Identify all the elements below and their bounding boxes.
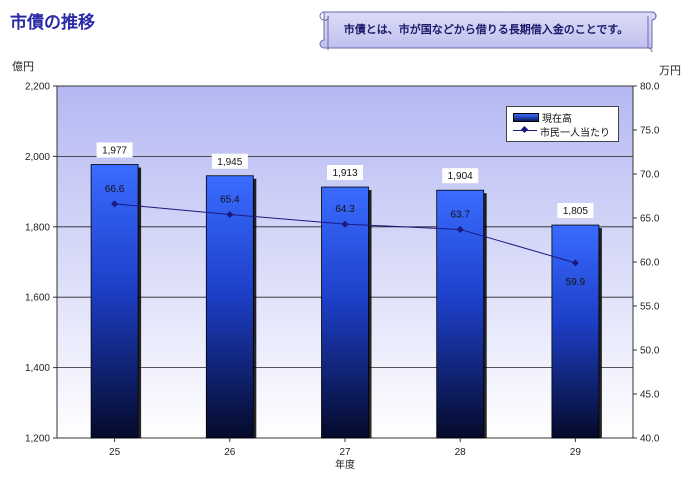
left-tick-label: 1,200 — [25, 434, 50, 445]
line-data-label: 64.3 — [335, 204, 355, 215]
line-data-label: 66.6 — [105, 184, 125, 195]
line-point — [341, 220, 349, 228]
line-point — [226, 210, 234, 219]
x-tick-label: 29 — [570, 447, 582, 458]
right-tick-label: 75.0 — [640, 126, 660, 137]
right-tick-label: 80.0 — [640, 82, 660, 93]
left-tick-label: 1,800 — [25, 222, 50, 233]
line-point — [571, 259, 579, 267]
right-tick-label: 65.0 — [640, 214, 660, 225]
legend-item-line: 市民一人当たり — [513, 124, 610, 139]
bar-data-label: 1,945 — [217, 157, 242, 168]
left-tick-label: 2,200 — [25, 82, 50, 93]
left-axis-unit: 億円 — [12, 60, 34, 73]
legend-item-bar: 現在高 — [513, 110, 572, 125]
bar-label-bg — [442, 168, 479, 184]
banner-text: 市債とは、市が国などから借りる長期借入金のことです。 — [343, 23, 629, 36]
page-title: 市債の推移 — [10, 13, 95, 33]
right-tick-label: 45.0 — [640, 390, 660, 401]
bar-data-label: 1,904 — [448, 171, 473, 182]
bar-data-label: 1,805 — [563, 206, 588, 217]
line-point — [456, 225, 464, 233]
legend-line-swatch — [513, 126, 537, 136]
line-data-label: 65.4 — [220, 194, 240, 205]
right-tick-label: 70.0 — [640, 170, 660, 181]
right-axis-unit: 万円 — [659, 64, 681, 77]
axis-ticks: 1,200 1,400 1,600 1,800 2,000 2,200 40.0 45.0 50… — [25, 82, 660, 459]
line-point — [111, 200, 119, 208]
x-tick-label: 25 — [109, 447, 121, 458]
left-tick-label: 1,600 — [25, 293, 50, 304]
x-tick-label: 28 — [455, 447, 467, 458]
legend-label-line: 市民一人当たり — [540, 127, 610, 139]
left-tick-label: 1,400 — [25, 363, 50, 374]
line-data-label: 59.9 — [566, 277, 586, 288]
x-axis-label: 年度 — [335, 458, 355, 471]
x-tick-label: 27 — [339, 447, 351, 458]
left-tick-label: 2,000 — [25, 152, 50, 163]
right-tick-label: 40.0 — [640, 434, 660, 445]
bar-data-label: 1,977 — [102, 145, 127, 156]
legend: 現在高 市民一人当たり — [506, 106, 619, 142]
legend-bar-swatch — [513, 112, 539, 122]
bar — [90, 164, 139, 439]
legend-label-bar: 現在高 — [542, 113, 572, 125]
per-capita-line — [111, 200, 579, 267]
bar-label-bg — [327, 165, 363, 181]
bar-label-bg — [211, 153, 248, 169]
bar-data-label: 1,913 — [332, 168, 357, 179]
right-tick-label: 50.0 — [640, 346, 660, 357]
x-tick-label: 26 — [224, 447, 236, 458]
bar-label-bg — [557, 203, 594, 219]
bar — [205, 175, 254, 439]
right-tick-label: 60.0 — [640, 258, 660, 269]
line-data-label: 63.7 — [450, 209, 470, 220]
scroll-banner — [319, 11, 657, 53]
bar — [551, 224, 600, 439]
bar-label-bg — [96, 142, 133, 158]
data-labels: 1,977 1,945 1,913 1,904 1,805 66.6 65.4 64.3 63.… — [96, 142, 594, 288]
right-tick-label: 55.0 — [640, 302, 660, 313]
bar — [321, 186, 369, 439]
